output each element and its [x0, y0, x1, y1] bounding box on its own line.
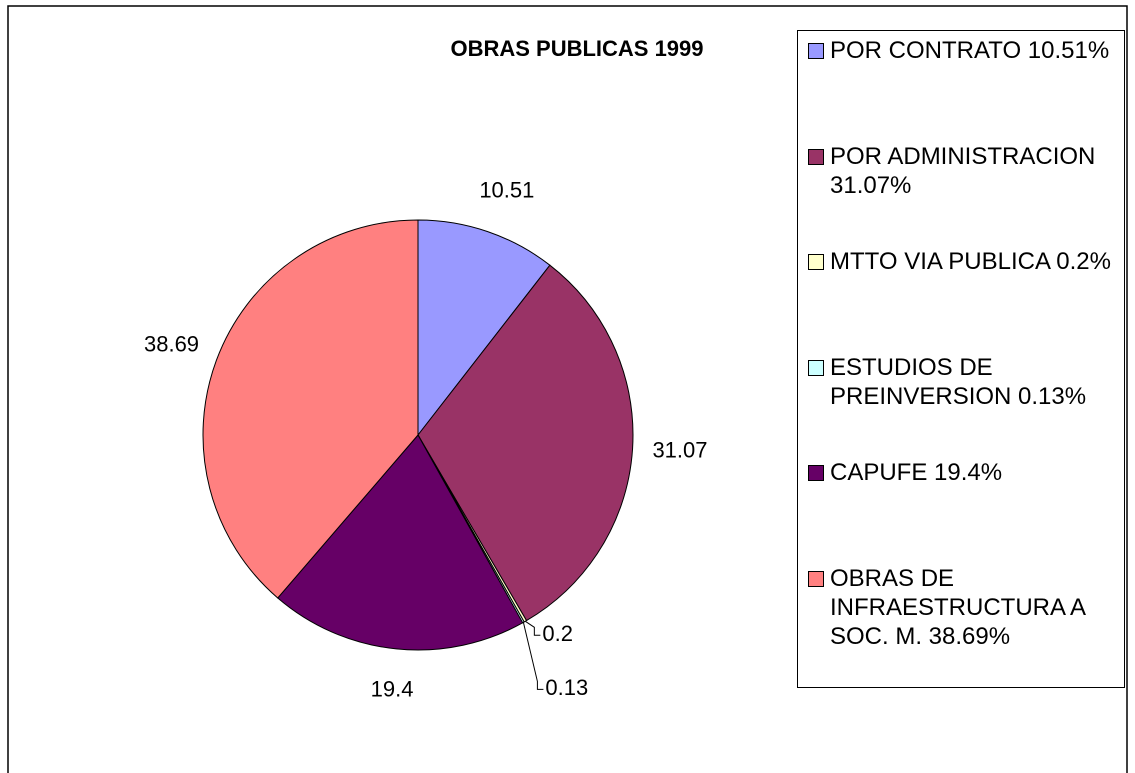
data-label: 19.4 — [371, 676, 414, 701]
data-label: 38.69 — [144, 331, 199, 356]
legend-swatch — [808, 148, 824, 165]
chart-title: OBRAS PUBLICAS 1999 — [450, 36, 703, 61]
legend-swatch — [808, 43, 824, 59]
legend-swatch — [808, 359, 824, 376]
legend-label: OBRAS DE INFRAESTRUCTURA A SOC. M. 38.69… — [830, 564, 1085, 650]
pie-slice — [277, 434, 524, 651]
legend-label: POR CONTRATO 10.51% — [830, 37, 1110, 64]
leader-line — [525, 620, 541, 636]
legend-label: CAPUFE 19.4% — [830, 459, 1003, 486]
legend-label: MTTO VIA PUBLICA 0.2% — [830, 248, 1111, 275]
data-label: 10.51 — [479, 178, 534, 203]
legend-label: POR ADMINISTRACION 31.07% — [830, 142, 1096, 199]
legend: POR CONTRATO 10.51% POR ADMINISTRACION 31… — [797, 30, 1125, 688]
legend-label: ESTUDIOS DE PREINVERSION 0.13% — [830, 353, 1087, 410]
pie-slice — [417, 264, 634, 622]
legend-swatch — [808, 465, 824, 481]
data-label: 31.07 — [652, 438, 707, 463]
chart-frame — [7, 5, 1128, 773]
leader-line — [522, 622, 544, 690]
pie-slice — [417, 219, 551, 437]
data-label: 0.13 — [545, 675, 588, 700]
pie-slice — [202, 219, 419, 599]
legend-item: CAPUFE 19.4% — [808, 458, 1120, 487]
legend-item: OBRAS DE INFRAESTRUCTURA A SOC. M. 38.69… — [808, 564, 1120, 651]
legend-swatch — [808, 570, 824, 587]
legend-item: ESTUDIOS DE PREINVERSION 0.13% — [808, 353, 1120, 411]
legend-item: POR ADMINISTRACION 31.07% — [808, 142, 1120, 200]
legend-item: MTTO VIA PUBLICA 0.2% — [808, 247, 1120, 276]
legend-item: POR CONTRATO 10.51% — [808, 36, 1120, 65]
legend-swatch — [808, 254, 824, 270]
data-label: 0.2 — [542, 621, 573, 646]
